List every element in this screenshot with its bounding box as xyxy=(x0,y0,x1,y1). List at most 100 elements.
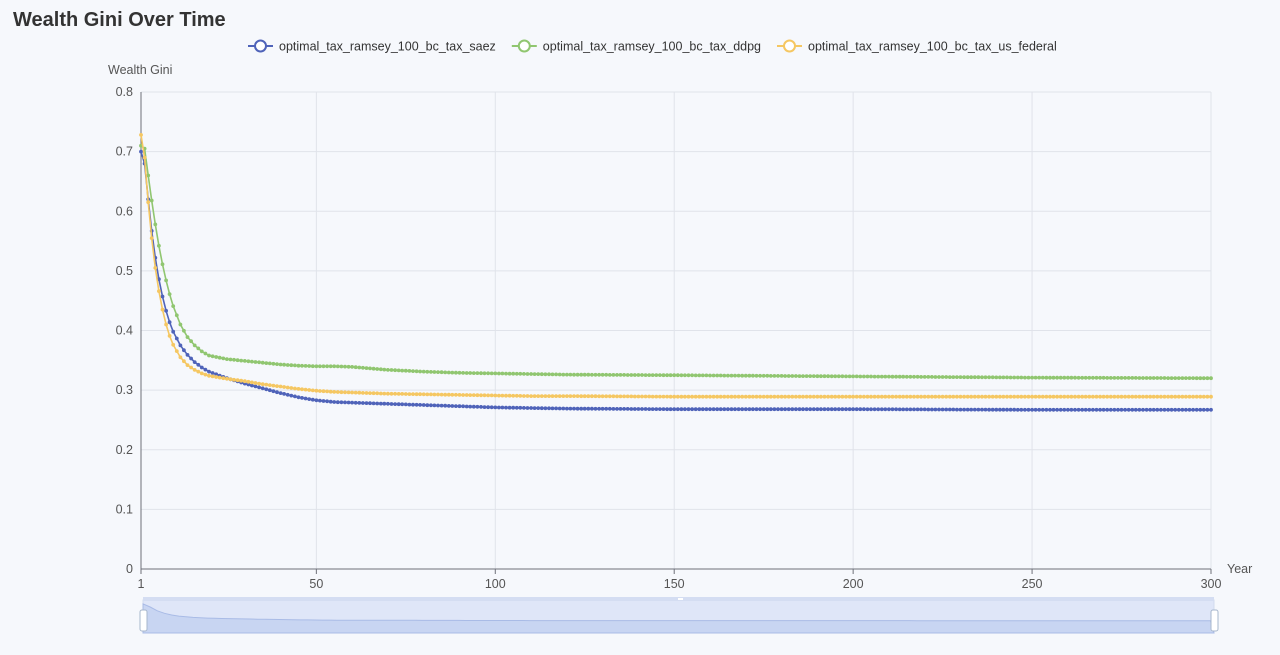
data-point xyxy=(486,371,490,376)
data-point xyxy=(471,404,476,409)
data-point xyxy=(539,372,544,377)
legend-label: optimal_tax_ramsey_100_bc_tax_ddpg xyxy=(543,40,761,54)
data-point xyxy=(446,392,451,397)
y-tick-label: 0.5 xyxy=(116,264,133,278)
data-point xyxy=(228,377,233,382)
data-point xyxy=(754,394,759,399)
data-point xyxy=(1048,407,1052,412)
data-point xyxy=(733,394,737,399)
data-point xyxy=(378,401,383,406)
data-point xyxy=(400,368,405,373)
data-point xyxy=(600,406,605,411)
data-point xyxy=(779,374,784,378)
legend-item[interactable]: optimal_tax_ramsey_100_bc_tax_ddpg xyxy=(511,39,761,54)
data-point xyxy=(862,394,866,399)
data-point xyxy=(926,375,931,379)
data-point xyxy=(321,364,326,369)
data-point xyxy=(443,370,448,375)
data-point xyxy=(1008,394,1013,399)
data-point xyxy=(174,336,179,341)
data-point xyxy=(1198,376,1203,381)
data-point xyxy=(257,360,261,365)
data-point xyxy=(1169,394,1174,399)
data-zoom-slider[interactable] xyxy=(139,597,1219,634)
data-point xyxy=(622,373,626,377)
zoom-right-handle[interactable] xyxy=(1210,609,1219,632)
data-point xyxy=(257,385,261,390)
data-point xyxy=(289,393,294,398)
data-point xyxy=(790,374,795,378)
data-point xyxy=(386,391,390,396)
data-point xyxy=(572,372,576,377)
data-point xyxy=(668,407,673,412)
data-point xyxy=(668,373,673,378)
data-point xyxy=(1019,375,1024,380)
data-point xyxy=(819,374,823,379)
data-point xyxy=(675,394,680,399)
data-point xyxy=(382,367,387,372)
data-point xyxy=(743,373,748,378)
data-point xyxy=(772,374,777,378)
data-point xyxy=(307,397,312,401)
data-point xyxy=(736,373,741,378)
data-point xyxy=(239,358,244,363)
x-tick-label: 300 xyxy=(1201,577,1222,591)
data-point xyxy=(990,375,995,380)
data-point xyxy=(543,372,548,377)
data-point xyxy=(994,407,999,412)
data-point xyxy=(872,407,877,412)
data-point xyxy=(260,360,265,365)
data-point xyxy=(1126,407,1131,412)
data-point xyxy=(1080,407,1085,412)
data-point xyxy=(794,407,798,412)
data-point xyxy=(149,236,154,241)
data-point xyxy=(493,371,498,376)
data-point xyxy=(890,407,895,412)
legend-item[interactable]: optimal_tax_ramsey_100_bc_tax_saez xyxy=(248,39,496,54)
data-point xyxy=(207,353,211,358)
data-point xyxy=(375,367,380,371)
data-point xyxy=(246,382,251,387)
data-point xyxy=(998,394,1002,399)
data-point xyxy=(797,407,802,412)
data-point xyxy=(1187,376,1192,380)
data-point xyxy=(611,407,616,411)
legend[interactable]: optimal_tax_ramsey_100_bc_tax_saez optima… xyxy=(248,39,1057,54)
data-point xyxy=(285,363,290,367)
series-1 xyxy=(139,149,1213,412)
data-point xyxy=(593,406,598,411)
data-point xyxy=(1151,407,1156,412)
data-point xyxy=(514,405,519,410)
data-point xyxy=(332,390,337,394)
legend-item[interactable]: optimal_tax_ramsey_100_bc_tax_us_federal xyxy=(777,39,1057,54)
data-point xyxy=(253,360,258,364)
data-point xyxy=(446,370,451,375)
data-point xyxy=(786,374,791,378)
data-point xyxy=(532,372,537,376)
data-point xyxy=(139,133,143,137)
data-point xyxy=(718,373,723,378)
data-point xyxy=(915,394,920,399)
data-point xyxy=(167,320,172,325)
data-point xyxy=(1209,376,1213,381)
data-point xyxy=(285,392,290,397)
zoom-left-handle[interactable] xyxy=(139,609,148,632)
data-point xyxy=(192,368,197,372)
data-point xyxy=(214,375,219,379)
data-point xyxy=(332,400,337,404)
data-point xyxy=(439,403,444,408)
data-point xyxy=(189,356,194,361)
data-point xyxy=(529,406,533,410)
data-point xyxy=(303,396,308,401)
data-point xyxy=(1023,394,1027,399)
data-point xyxy=(185,353,190,357)
data-point xyxy=(335,400,340,405)
data-point xyxy=(486,405,490,410)
data-point xyxy=(471,371,476,375)
data-point xyxy=(225,376,229,381)
legend-marker-icon xyxy=(783,39,796,53)
data-point xyxy=(1030,375,1034,380)
data-point xyxy=(632,394,637,399)
data-point xyxy=(1148,394,1153,399)
data-point xyxy=(912,407,916,412)
